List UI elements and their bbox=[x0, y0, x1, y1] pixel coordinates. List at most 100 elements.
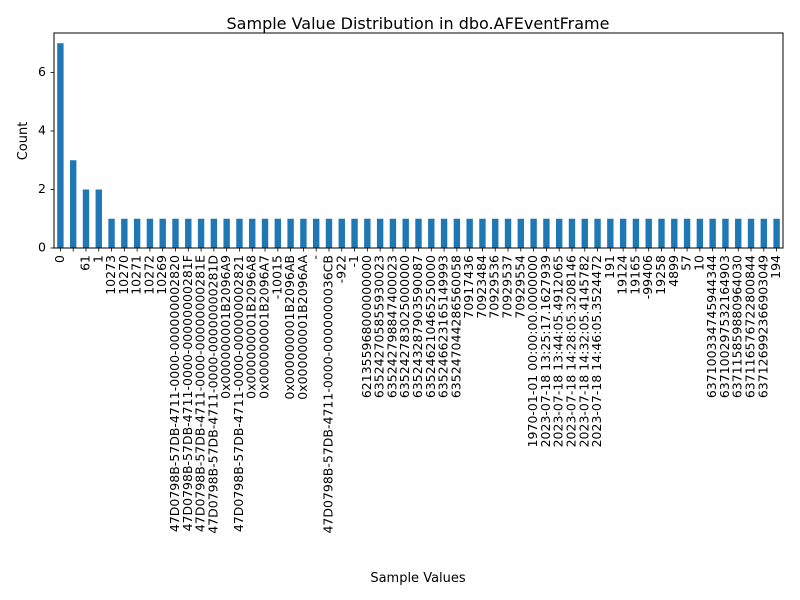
bar bbox=[172, 218, 179, 248]
x-tick-label: -922 bbox=[333, 255, 348, 283]
x-tick-label: 10270 bbox=[116, 255, 131, 295]
bar bbox=[632, 218, 640, 248]
x-tick-label: 10269 bbox=[154, 255, 169, 295]
x-tick-label: 70923484 bbox=[474, 255, 489, 319]
x-tick-label: 2023-07-18 14:32:05.4145782 bbox=[576, 255, 591, 447]
bar bbox=[555, 218, 563, 248]
bar bbox=[261, 218, 269, 248]
bar bbox=[428, 218, 435, 248]
x-tick-label: 1 bbox=[90, 255, 105, 263]
bar bbox=[453, 218, 461, 248]
bar bbox=[607, 218, 614, 248]
x-tick-label: 70929554 bbox=[512, 255, 527, 319]
x-tick-label: 2023-07-18 14:28:05.3208146 bbox=[563, 255, 578, 447]
bar bbox=[492, 218, 499, 248]
x-tick-label: 635243287903590087 bbox=[410, 255, 425, 398]
x-tick-label: 635246623165149993 bbox=[436, 255, 451, 398]
bar bbox=[594, 218, 601, 248]
x-tick-label: 2023-07-18 13:25:17.1627939 bbox=[538, 255, 553, 447]
bar bbox=[146, 218, 154, 248]
bar bbox=[197, 218, 205, 248]
bar bbox=[57, 43, 64, 248]
x-tick-label: 635242783025000000 bbox=[397, 255, 412, 398]
bar bbox=[696, 218, 704, 248]
bar bbox=[619, 218, 627, 248]
bar bbox=[121, 218, 128, 248]
bar bbox=[440, 218, 448, 248]
bar bbox=[69, 160, 77, 248]
bar bbox=[735, 218, 742, 248]
x-tick-label: 19258 bbox=[653, 255, 668, 295]
x-tick-label: 47D0798B-57DB-4711-0000-000000002821 bbox=[231, 255, 246, 532]
x-tick-label: 1970-01-01 00:00:00.0000000 bbox=[525, 255, 540, 447]
x-tick-label: 0x000000001B2096AB bbox=[282, 255, 297, 399]
x-tick-label: 637126992366903049 bbox=[755, 255, 770, 398]
x-tick-label: 70917436 bbox=[461, 255, 476, 319]
bar bbox=[287, 218, 294, 248]
y-tick-label: 6 bbox=[38, 64, 46, 79]
x-tick-label: 0x000000001B2096AA bbox=[295, 255, 310, 400]
x-tick-label: 2023-07-18 14:46:05.3524472 bbox=[589, 255, 604, 447]
x-tick-label: 57 bbox=[679, 255, 694, 271]
x-tick-label: -1 bbox=[346, 255, 361, 267]
y-tick-label: 4 bbox=[38, 122, 46, 137]
bar bbox=[223, 218, 230, 248]
x-tick-label: 0 bbox=[52, 255, 67, 263]
x-tick-label: 19165 bbox=[627, 255, 642, 295]
bar bbox=[645, 218, 652, 248]
bar bbox=[210, 218, 218, 248]
x-tick-label: 47D0798B-57DB-4711-0000-00000000281F bbox=[180, 255, 195, 531]
bar bbox=[466, 218, 473, 248]
bar bbox=[300, 218, 307, 248]
bar bbox=[274, 218, 282, 248]
x-tick-label: 70929537 bbox=[500, 255, 515, 319]
x-tick-label: 635242798847400023 bbox=[384, 255, 399, 398]
bar bbox=[415, 218, 422, 248]
x-tick-label: 61 bbox=[77, 255, 92, 271]
bar bbox=[338, 218, 345, 248]
x-tick-label: 4899 bbox=[666, 255, 681, 287]
x-tick-label: 70929536 bbox=[487, 255, 502, 319]
x-axis-ticks: 0 611102731027010271102721026947D0798B-57… bbox=[52, 248, 783, 534]
y-tick-label: 2 bbox=[38, 181, 46, 196]
bar bbox=[504, 218, 512, 248]
x-tick-label: 0x000000001B2096A7 bbox=[257, 255, 272, 399]
bar bbox=[312, 218, 320, 248]
bar bbox=[530, 218, 537, 248]
x-tick-label: 635242705855930023 bbox=[372, 255, 387, 398]
bar bbox=[760, 218, 768, 248]
x-tick-label: 2023-07-18 13:44:05.4912065 bbox=[551, 255, 566, 447]
bar bbox=[351, 218, 358, 248]
bar bbox=[376, 218, 384, 248]
x-tick-label: 637100334745944344 bbox=[704, 255, 719, 398]
bar bbox=[773, 218, 780, 248]
x-tick-label: 191 bbox=[602, 255, 617, 279]
bar bbox=[479, 218, 486, 248]
x-tick-label: - bbox=[308, 255, 323, 260]
x-tick-label: 637115859880964030 bbox=[730, 255, 745, 398]
bar bbox=[402, 218, 409, 248]
chart-title: Sample Value Distribution in dbo.AFEvent… bbox=[227, 14, 610, 33]
bar bbox=[671, 218, 678, 248]
x-tick-label: 10 bbox=[691, 255, 706, 271]
bar bbox=[159, 218, 166, 248]
y-tick-label: 0 bbox=[38, 240, 46, 255]
bar bbox=[185, 218, 192, 248]
bar bbox=[517, 218, 525, 248]
bar bbox=[709, 218, 716, 248]
bars-layer bbox=[57, 43, 780, 248]
plot-frame bbox=[53, 32, 784, 249]
bar bbox=[108, 218, 115, 248]
x-tick-label: 47D0798B-57DB-4711-0000-00000000281D bbox=[205, 255, 220, 534]
bar bbox=[389, 218, 397, 248]
bar bbox=[568, 218, 576, 248]
x-tick-label: -99406 bbox=[640, 255, 655, 299]
bar bbox=[325, 218, 333, 248]
x-tick-label: 47D0798B-57DB-4711-0000-000000002820 bbox=[167, 255, 182, 532]
x-tick-label: 47D0798B-57DB-4711-0000-00000000281E bbox=[193, 255, 208, 532]
bar bbox=[658, 218, 665, 248]
x-tick-label: -10015 bbox=[269, 255, 284, 299]
